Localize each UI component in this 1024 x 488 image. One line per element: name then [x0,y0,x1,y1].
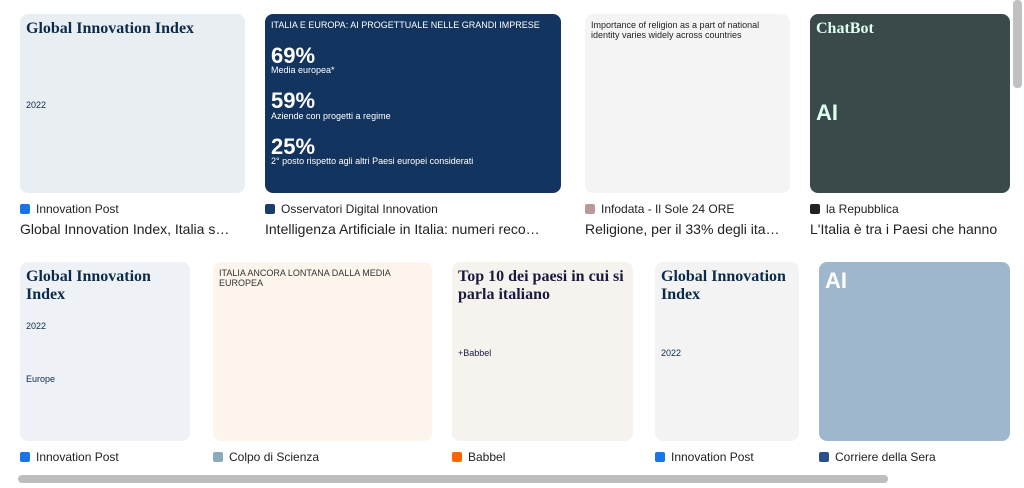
source-icon [452,452,462,462]
source-name: Corriere della Sera [835,450,936,464]
thumbnail-text: Aziende con progetti a regime [271,110,391,121]
source[interactable]: Infodata - Il Sole 24 ORE [585,202,734,216]
vertical-scrollbar[interactable] [1013,0,1022,88]
source[interactable]: Osservatori Digital Innovation [265,202,438,216]
source-name: Innovation Post [36,450,119,464]
source-icon [20,204,30,214]
thumbnail-text: 2022 [661,347,682,358]
source[interactable]: la Repubblica [810,202,899,216]
thumbnail[interactable]: Global Innovation Index 2022 [655,262,799,441]
thumbnail[interactable]: AI [819,262,1010,441]
source-name: Infodata - Il Sole 24 ORE [601,202,735,216]
result-title[interactable]: L'Italia è tra i Paesi che hanno [810,221,998,237]
thumbnail-text: +Babbel [458,347,492,358]
source-icon [20,452,30,462]
source[interactable]: Colpo di Scienza [213,450,319,464]
thumbnail[interactable]: Top 10 dei paesi in cui si parla italian… [452,262,633,441]
thumbnail-text: Global Innovation Index [26,268,151,304]
thumbnail[interactable]: Global Innovation Index 2022 Europe [20,262,190,441]
source-icon [819,452,829,462]
thumbnail[interactable]: Importance of religion as a part of nati… [585,14,790,193]
thumbnail[interactable]: Global Innovation Index 2022 [20,14,245,193]
result-title[interactable]: Religione, per il 33% degli ita… [585,221,780,237]
thumbnail[interactable]: ITALIA E EUROPA: AI PROGETTUALE NELLE GR… [265,14,561,193]
result-title[interactable]: Global Innovation Index, Italia s… [20,221,230,237]
source-name: la Repubblica [826,202,899,216]
thumbnail[interactable]: ITALIA ANCORA LONTANA DALLA MEDIA EUROPE… [213,262,432,441]
source[interactable]: Corriere della Sera [819,450,936,464]
thumbnail-text: 2022 [26,321,47,331]
thumbnail-text: 2° posto rispetto agli altri Paesi europ… [271,156,474,167]
source[interactable]: Babbel [452,450,505,464]
thumbnail-text: Global Innovation Index [26,20,195,37]
thumbnail-text: 59% [271,88,316,114]
horizontal-scrollbar[interactable] [18,475,888,483]
thumbnail-text: Media europea* [271,65,335,76]
thumbnail-text: 69% [271,42,316,68]
thumbnail-text: AI [825,268,847,293]
source-icon [213,452,223,462]
thumbnail-text: ChatBot [816,20,874,37]
source-icon [810,204,820,214]
result-title[interactable]: Intelligenza Artificiale in Italia: nume… [265,221,540,237]
source[interactable]: Innovation Post [20,202,119,216]
source-name: Osservatori Digital Innovation [281,202,438,216]
thumbnail-text: 2022 [26,99,47,110]
thumbnail-text: Global Innovation Index [661,268,786,304]
thumbnail-text: Importance of religion as a part of nati… [591,20,760,41]
source-name: Innovation Post [671,450,754,464]
thumbnail[interactable]: ChatBot AI [810,14,1010,193]
thumbnail-text: 25% [271,133,316,159]
thumbnail-text: ITALIA E EUROPA: AI PROGETTUALE NELLE GR… [271,20,540,30]
thumbnail-text: AI [816,99,838,125]
source-name: Colpo di Scienza [229,450,320,464]
thumbnail-text: Europe [26,374,56,384]
thumbnail-text: Top 10 dei paesi in cui si parla italian… [458,268,624,304]
source[interactable]: Innovation Post [20,450,119,464]
source[interactable]: Innovation Post [655,450,754,464]
source-icon [265,204,275,214]
thumbnail-text: ITALIA ANCORA LONTANA DALLA MEDIA EUROPE… [219,268,391,289]
source-icon [655,452,665,462]
source-name: Babbel [468,450,506,464]
source-name: Innovation Post [36,202,119,216]
source-icon [585,204,595,214]
